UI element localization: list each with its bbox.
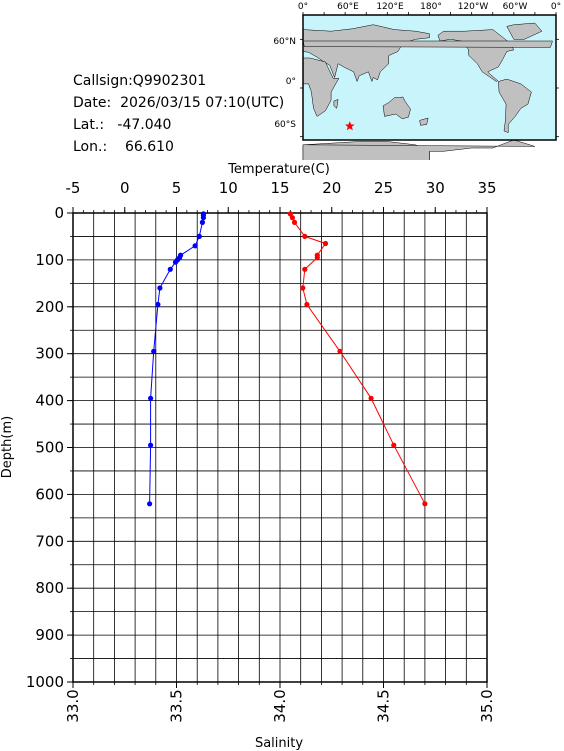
map-lon-label-0: 0° [298, 2, 308, 12]
salinity-data-point [322, 240, 329, 247]
temperature-tick-label: 20 [322, 179, 341, 197]
temperature-data-point [147, 501, 153, 507]
salinity-tick-label: 33.0 [64, 689, 82, 722]
temperature-data-point [177, 255, 183, 261]
temperature-data-point [148, 395, 154, 401]
map-lat-label-0: 60°N [273, 37, 296, 47]
temperature-tick-label: 0 [120, 179, 130, 197]
temperature-data-point [200, 212, 206, 218]
temperature-tick-label: 25 [374, 179, 393, 197]
salinity-data-point [314, 252, 320, 258]
depth-tick-label: 900 [35, 626, 64, 644]
salinity-data-point [300, 285, 306, 291]
temperature-data-point [148, 442, 154, 448]
map-lon-label-1: 60°E [337, 2, 359, 12]
map-south-america [498, 78, 532, 133]
salinity-tick-label: 35.0 [478, 689, 496, 722]
temperature-tick-label: 5 [172, 179, 182, 197]
temperature-tick-label: 35 [477, 179, 496, 197]
map-lon-label-2: 120°E [376, 2, 404, 12]
salinity-data-point [368, 395, 374, 401]
depth-tick-label: 600 [35, 485, 64, 503]
map-latitude-labels: 60°N 0° 60°S [273, 37, 296, 130]
depth-tick-label: 0 [54, 204, 64, 222]
salinity-data-point [302, 233, 308, 239]
map-eurasia [302, 24, 430, 83]
salinity-data-point [304, 301, 310, 308]
salinity-tick-label: 34.0 [271, 689, 289, 722]
temperature-data-point [192, 243, 198, 249]
salinity-data-point [287, 211, 293, 217]
temperature-data-point [172, 259, 179, 265]
salinity-tick-label: 34.5 [375, 689, 393, 722]
map-new-zealand [419, 117, 429, 126]
salinity-data-point [302, 266, 308, 272]
temperature-data-point [199, 219, 205, 225]
depth-axis-label: Depth(m) [0, 416, 15, 478]
longitude-text: Lon.: 66.610 [73, 139, 174, 155]
map-madagascar [333, 99, 339, 109]
map-lon-label-6: 0° [551, 2, 561, 12]
map-lon-label-4: 120°W [458, 2, 489, 12]
station-info: Callsign:Q9902301 Date: 2026/03/15 07:10… [73, 70, 284, 158]
temperature-tick-label: 15 [270, 179, 289, 197]
depth-tick-label: 400 [35, 392, 64, 410]
depth-tick-label: 1000 [26, 673, 64, 691]
salinity-data-point [337, 348, 343, 354]
salinity-data-point [289, 215, 295, 221]
salinity-axis-label: Salinity [255, 736, 303, 751]
map-lon-label-3: 180° [420, 2, 442, 12]
temperature-data-point [157, 285, 163, 291]
map-greenland [506, 22, 543, 40]
salinity-profile-line [289, 213, 426, 505]
depth-tick-label: 800 [35, 579, 64, 597]
temperature-tick-label: -5 [66, 179, 81, 197]
callsign-text: Callsign:Q9902301 [73, 73, 207, 89]
map-lat-label-2: 60°S [274, 120, 296, 130]
salinity-data-point [314, 255, 320, 261]
depth-tick-label: 100 [35, 251, 64, 269]
salinity-data-point [291, 219, 298, 225]
map-australia [382, 96, 411, 120]
temperature-data-point [174, 257, 181, 263]
map-british-isles [302, 40, 553, 48]
temperature-data-point [167, 266, 173, 272]
chart-grid [72, 212, 488, 683]
world-map: 0° 60°E 120°E 180° 120°W 60°W 0° 60°N 0°… [273, 2, 561, 160]
map-lon-label-5: 60°W [503, 2, 528, 12]
date-text: Date: 2026/03/15 07:10(UTC) [73, 95, 285, 111]
map-antarctica-west [302, 139, 535, 160]
depth-tick-label: 300 [35, 345, 64, 363]
temperature-profile-line [149, 213, 204, 504]
chart-frame [72, 212, 488, 683]
station-marker-icon [345, 121, 355, 131]
map-africa [302, 57, 340, 117]
salinity-data-point [422, 501, 428, 507]
latitude-text: Lat.: -47.040 [73, 117, 172, 133]
depth-tick-label: 200 [35, 298, 64, 316]
temperature-data-point [155, 301, 161, 308]
temperature-tick-label: 30 [426, 179, 445, 197]
depth-tick-label: 500 [35, 439, 64, 457]
temperature-data-point [200, 211, 206, 217]
temperature-axis-label: Temperature(C) [227, 162, 330, 177]
map-longitude-labels: 0° 60°E 120°E 180° 120°W 60°W 0° [298, 2, 561, 12]
salinity-tick-label: 33.5 [168, 689, 186, 722]
depth-tick-label: 700 [35, 532, 64, 550]
salinity-data-point [391, 442, 397, 448]
map-lat-label-1: 0° [286, 77, 296, 87]
temperature-data-point [196, 233, 202, 239]
temperature-data-point [200, 215, 206, 221]
temperature-data-point [151, 348, 157, 354]
temperature-data-point [178, 252, 184, 258]
temperature-tick-label: 10 [219, 179, 238, 197]
